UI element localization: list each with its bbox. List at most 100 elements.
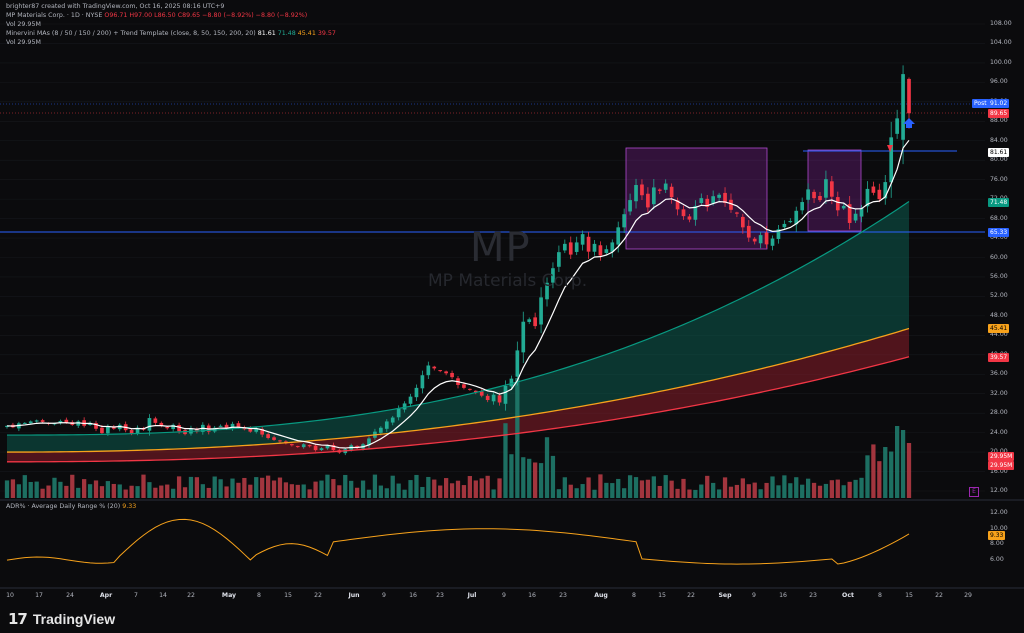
candle-body	[64, 419, 69, 423]
volume-line: Vol 29.95M	[6, 21, 41, 28]
time-axis-tick: 8	[632, 592, 636, 599]
candle-body	[272, 437, 276, 440]
ema8-line	[6, 139, 910, 449]
time-axis-tick: 7	[134, 592, 138, 599]
time-axis-tick: 23	[809, 592, 817, 599]
time-axis-tick: 22	[687, 592, 695, 599]
volume-bar	[396, 483, 401, 498]
price-axis-tick: 100.00	[990, 58, 1012, 66]
volume-bar	[117, 484, 122, 498]
volume-bar	[699, 484, 704, 498]
volume-bar	[509, 454, 514, 498]
candle-body	[106, 426, 110, 434]
volume-bar	[503, 423, 508, 498]
volume-bar	[586, 477, 591, 498]
volume-bar	[123, 489, 128, 498]
volume-bar	[420, 486, 425, 498]
candle-body	[444, 371, 448, 374]
volume-bar	[716, 489, 722, 498]
candle-body	[34, 420, 39, 422]
candle-body	[746, 225, 751, 238]
candle-body	[901, 74, 905, 140]
volume-bar	[390, 475, 395, 498]
volume-bar	[859, 477, 864, 498]
candle-body	[236, 423, 241, 428]
volume-bar	[10, 479, 16, 498]
volume-bar	[455, 480, 461, 498]
candle-body	[711, 196, 716, 204]
sma200-line	[6, 356, 910, 463]
volume-bar	[900, 430, 906, 498]
candle-body	[824, 179, 828, 198]
candle-body	[895, 118, 899, 134]
ohlc-low: L86.50	[154, 12, 176, 19]
candle-body	[699, 198, 704, 204]
candle-body	[473, 390, 478, 393]
watermark-name: MP Materials Corp.	[428, 271, 588, 291]
candle-body	[450, 372, 454, 378]
candle-body	[592, 243, 597, 252]
volume-bar	[473, 480, 478, 498]
candle-body	[675, 200, 680, 210]
volume-bar	[491, 489, 496, 498]
candle-body	[616, 227, 621, 245]
adr-axis-tick: 8.00	[990, 540, 1004, 548]
candle-body	[812, 191, 816, 199]
volume-bar	[224, 486, 229, 498]
ma-indicator-label: Minervini MAs (8 / 50 / 150 / 200) + Tre…	[6, 30, 256, 37]
buy-arrow-marker	[903, 118, 915, 128]
volume-bar	[147, 482, 152, 498]
candle-body	[129, 430, 134, 434]
last-price-label: 89.65	[988, 109, 1010, 118]
volume-bar	[515, 378, 520, 498]
volume-bar	[598, 474, 603, 498]
volume-bar	[384, 488, 389, 498]
price-axis-tick: 108.00	[990, 20, 1012, 27]
candle-body	[758, 235, 763, 244]
volume-bar	[230, 478, 235, 498]
time-axis-tick: 22	[314, 592, 322, 599]
volume-bar	[782, 475, 787, 498]
candle-body	[794, 210, 799, 225]
candle-body	[307, 445, 312, 447]
candle-body	[331, 445, 336, 451]
candle-body	[408, 396, 413, 404]
time-axis-tick: 9	[502, 592, 506, 599]
time-axis-tick: 24	[66, 592, 74, 599]
volume-bar	[70, 474, 75, 498]
candle-body	[853, 213, 858, 221]
candle-body	[420, 375, 425, 389]
candle-body	[438, 370, 443, 372]
volume-bar	[817, 485, 823, 498]
candle-body	[859, 207, 864, 217]
volume-bar	[135, 486, 140, 498]
volume-bar	[28, 481, 33, 498]
candle-body	[687, 216, 692, 220]
volume-bar	[372, 474, 378, 498]
candle-body	[396, 408, 401, 418]
volume-bar	[159, 485, 164, 498]
author-line: brighter87 created with TradingView.com,…	[6, 3, 225, 10]
volume-bar	[218, 479, 223, 498]
volume-bar	[883, 447, 888, 498]
earnings-icon[interactable]: E	[969, 487, 979, 497]
volume-bar	[331, 479, 336, 498]
volume-bar	[283, 482, 289, 498]
time-axis-tick: 15	[658, 592, 666, 599]
level-price-label: 65.33	[988, 228, 1010, 237]
time-axis-tick: 16	[779, 592, 787, 599]
candle-body	[432, 366, 437, 369]
candle-body	[426, 365, 431, 376]
price-axis-tick: 24.00	[990, 428, 1008, 436]
volume-bar	[770, 476, 775, 498]
volume-bar	[871, 444, 876, 498]
volume-bar	[82, 479, 87, 498]
candle-body	[634, 185, 638, 202]
volume-bar	[556, 489, 562, 498]
candle-body	[414, 387, 419, 398]
time-axis-tick: May	[221, 592, 237, 599]
candle-body	[800, 202, 805, 211]
tradingview-logo[interactable]: ⁠17 TradingView	[8, 610, 115, 628]
candle-body	[622, 214, 626, 228]
price-axis-tick: 12.00	[990, 487, 1008, 494]
